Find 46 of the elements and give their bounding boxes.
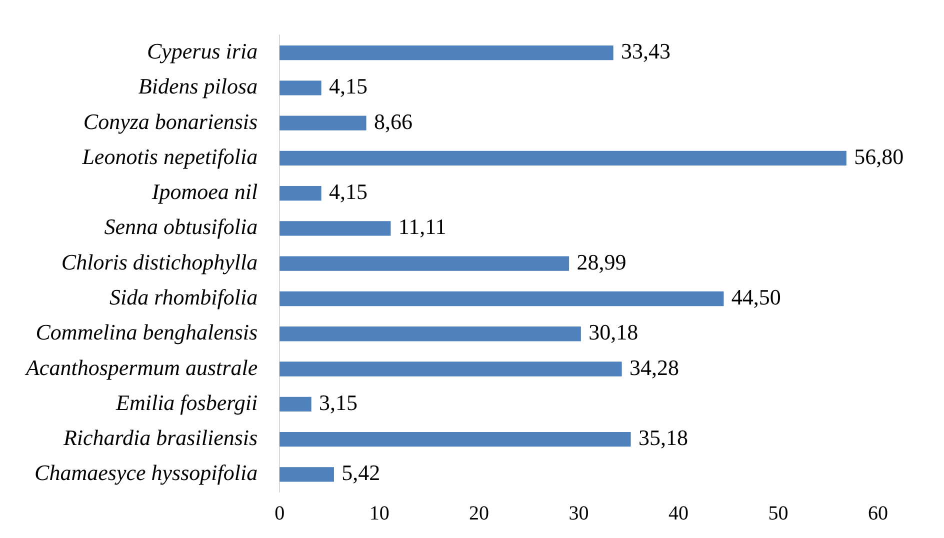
data-label: 30,18 [588,320,638,345]
data-label: 56,80 [854,144,904,169]
x-tick-label: 20 [469,502,490,524]
x-tick-label: 30 [568,502,589,524]
x-tick-label: 50 [768,502,788,524]
y-tick-label: Chamaesyce hyssopifolia [34,460,258,486]
data-label: 44,50 [731,284,781,310]
y-tick-label: Bidens pilosa [138,74,258,99]
y-tick-label: Emilia fosbergii [115,390,258,415]
y-tick-label: Cyperus iria [146,38,258,64]
data-label: 5,42 [342,460,380,486]
x-tick-label: 40 [668,502,689,524]
bar [280,186,322,201]
data-label: 3,15 [319,390,358,415]
y-tick-label: Leonotis nepetifolia [81,144,258,169]
y-tick-label: Senna obtusifolia [104,214,258,240]
bar [280,432,631,447]
y-tick-label: Chloris distichophylla [61,249,258,274]
bar [280,291,724,306]
bar [280,80,322,96]
data-label: 11,11 [398,214,446,240]
y-tick-label: Sida rhombifolia [109,284,258,310]
y-tick-label: Ipomoea nil [150,179,258,204]
bar [280,256,570,271]
bar [280,116,366,130]
bar [280,45,614,60]
data-label: 33,43 [621,38,671,64]
x-tick-label: 0 [274,502,285,524]
y-tick-label: Conyza bonariensis [83,108,258,134]
bar [280,221,391,236]
y-tick-label: Acanthospermum australe [24,354,258,380]
data-label: 34,28 [629,354,679,380]
x-tick-label: 10 [369,502,390,524]
data-label: 8,66 [374,108,412,134]
bar [280,467,334,482]
bar [280,362,622,376]
data-label: 28,99 [576,249,626,274]
y-tick-label: Commelina benghalensis [36,320,258,345]
data-label: 4,15 [328,74,368,99]
data-label: 4,15 [328,179,368,204]
data-label: 35,18 [638,425,688,450]
bar [280,150,846,166]
bar [280,326,581,342]
y-tick-label: Richardia brasiliensis [62,425,258,450]
x-tick-label: 60 [868,502,888,524]
bar [280,396,312,412]
